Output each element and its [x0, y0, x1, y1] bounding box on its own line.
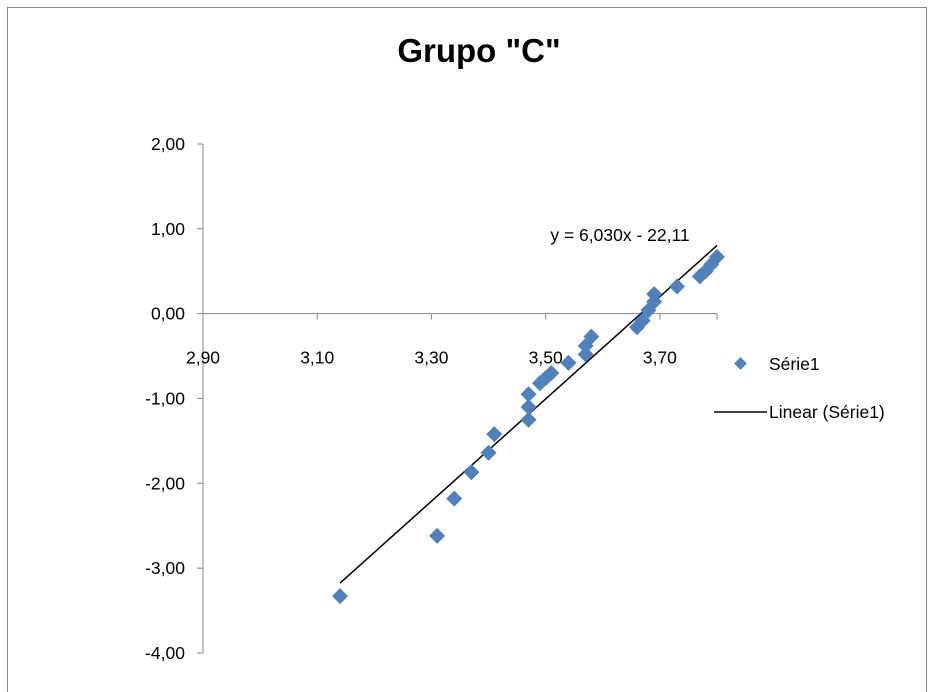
legend: Série1 Linear (Série1) — [714, 354, 885, 422]
data-point — [486, 426, 503, 443]
data-point — [520, 386, 537, 403]
chart-title: Grupo "C" — [397, 32, 560, 69]
y-tick-label: -4,00 — [145, 643, 185, 663]
data-point — [669, 278, 686, 295]
data-point — [560, 354, 577, 371]
data-point — [332, 588, 349, 605]
x-tick-label: 2,90 — [186, 348, 220, 368]
data-point — [520, 398, 537, 415]
x-tick-label: 3,50 — [529, 348, 563, 368]
y-tick-label: -3,00 — [145, 558, 185, 578]
data-point — [429, 527, 446, 544]
x-tick-label: 3,30 — [414, 348, 448, 368]
data-point — [463, 464, 480, 481]
data-point — [709, 248, 725, 265]
data-point — [480, 444, 497, 461]
y-tick-label: -2,00 — [145, 473, 185, 493]
y-tick-label: 2,00 — [151, 134, 185, 154]
axes: 2,00 1,00 0,00 -1,00 -2,00 -3,00 -4,00 2,90 3,10… — [145, 134, 718, 663]
data-point — [583, 328, 600, 345]
x-tick-label: 3,70 — [643, 348, 677, 368]
legend-label-serie1: Série1 — [769, 354, 820, 374]
data-point — [520, 411, 537, 428]
chart-frame — [7, 7, 927, 692]
y-tick-label: 0,00 — [151, 304, 185, 324]
data-point — [543, 365, 560, 382]
legend-marker-serie1 — [734, 357, 747, 370]
data-point — [646, 286, 663, 303]
x-tick-label: 3,10 — [300, 348, 334, 368]
legend-label-trendline: Linear (Série1) — [769, 402, 885, 422]
data-points — [332, 248, 725, 605]
y-tick-label: 1,00 — [151, 219, 185, 239]
data-point — [446, 490, 463, 507]
trendline-equation: y = 6,030x - 22,11 — [550, 225, 689, 245]
y-tick-label: -1,00 — [145, 389, 185, 409]
data-point — [577, 346, 594, 363]
